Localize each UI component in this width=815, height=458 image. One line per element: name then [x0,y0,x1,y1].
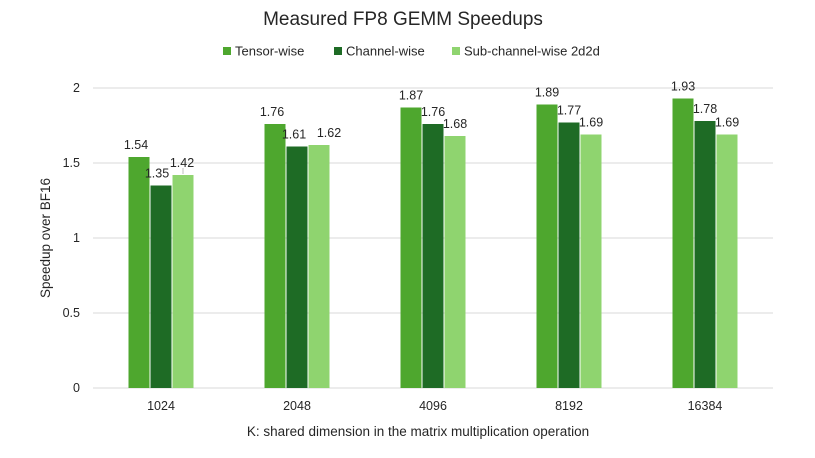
legend: Tensor-wise Channel-wise Sub-channel-wise … [223,44,600,59]
bar-tensor-wise-1024 [128,157,150,388]
legend-label: Tensor-wise [235,44,304,59]
bar-sub-channel-wise-2d2d-16384 [716,134,738,388]
y-axis-title: Speedup over BF16 [38,178,53,298]
y-tick-label: 0.5 [63,306,80,320]
legend-swatch [334,47,342,55]
data-label: 1.93 [671,80,695,94]
x-tick-label: 1024 [147,399,175,413]
x-axis-ticks: 1024 2048 4096 8192 16384 [147,399,722,413]
legend-label: Channel-wise [346,44,425,59]
bar-sub-channel-wise-2d2d-1024 [172,175,194,388]
data-label: 1.69 [715,116,739,130]
y-tick-label: 1.5 [63,156,80,170]
data-label: 1.42 [170,156,194,170]
data-label: 1.62 [317,126,341,140]
bar-tensor-wise-4096 [400,107,422,388]
data-label: 1.68 [443,117,467,131]
data-label: 1.69 [579,116,603,130]
data-label: 1.89 [535,86,559,100]
x-tick-label: 2048 [283,399,311,413]
x-tick-label: 4096 [419,399,447,413]
y-tick-label: 2 [73,81,80,95]
data-label: 1.76 [421,105,445,119]
legend-swatch [452,47,460,55]
chart-title: Measured FP8 GEMM Speedups [263,9,543,30]
bar-sub-channel-wise-2d2d-8192 [580,134,602,388]
bar-tensor-wise-16384 [672,98,694,388]
bar-sub-channel-wise-2d2d-4096 [444,136,466,388]
y-tick-label: 0 [73,381,80,395]
x-tick-label: 16384 [688,399,723,413]
bar-sub-channel-wise-2d2d-2048 [308,145,330,388]
data-label: 1.54 [124,138,148,152]
x-axis-title: K: shared dimension in the matrix multip… [247,424,589,439]
bar-tensor-wise-8192 [536,104,558,388]
data-label: 1.77 [557,104,581,118]
data-label: 1.78 [693,102,717,116]
bar-channel-wise-1024 [150,185,172,388]
data-labels: 1.541.351.421.761.61 1.621.871.761.681.89… [124,80,739,181]
bar-channel-wise-8192 [558,122,580,388]
bar-channel-wise-2048 [286,146,308,388]
y-tick-label: 1 [73,231,80,245]
bar-channel-wise-4096 [422,124,444,388]
legend-swatch [223,47,231,55]
y-axis-ticks: 0 0.5 1 1.5 2 [63,81,80,395]
bars [128,98,738,388]
data-label: 1.87 [399,89,423,103]
data-label: 1.35 [145,167,169,181]
bar-tensor-wise-2048 [264,124,286,388]
x-tick-label: 8192 [555,399,583,413]
legend-label: Sub-channel-wise 2d2d [464,44,600,59]
bar-channel-wise-16384 [694,121,716,388]
data-label: 1.76 [260,105,284,119]
data-label: 1.61 [282,128,306,142]
